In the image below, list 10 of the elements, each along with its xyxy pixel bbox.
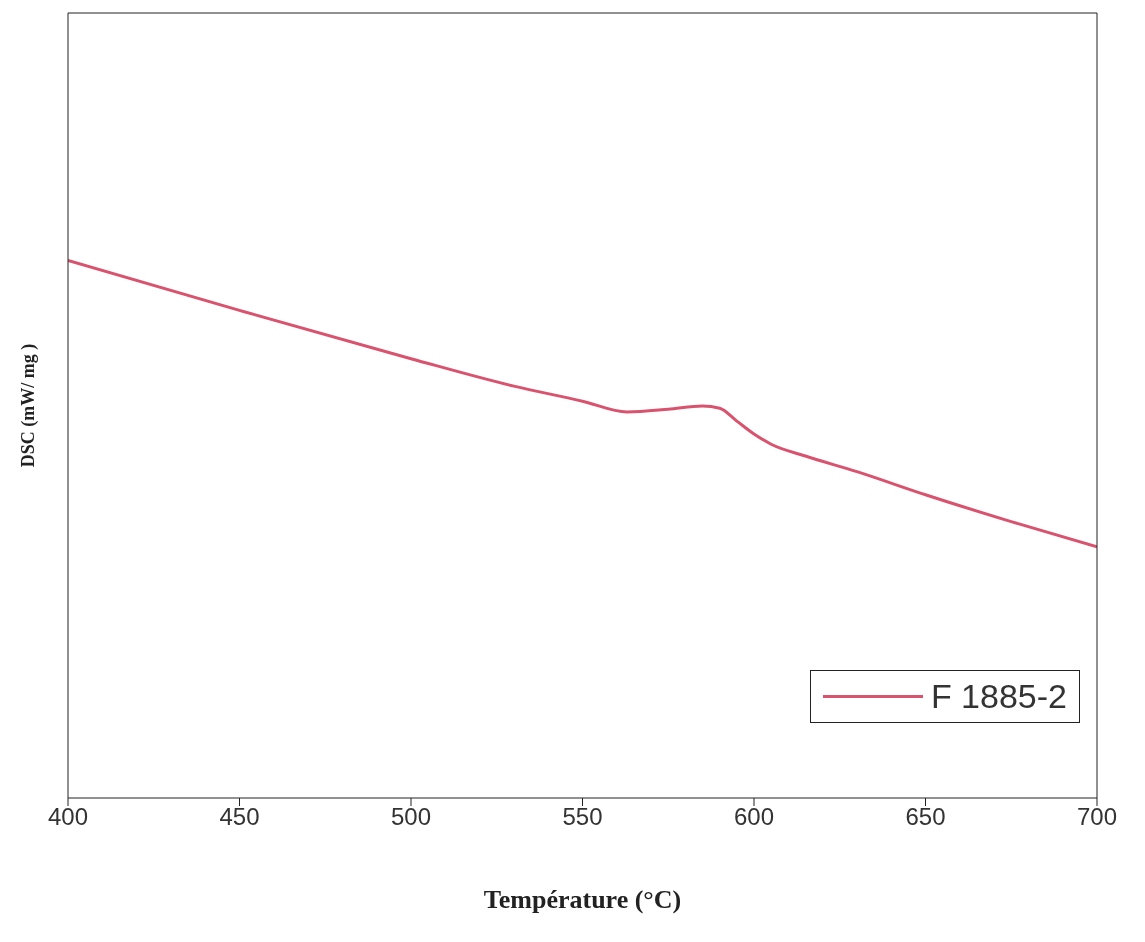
x-tick-label: 650: [905, 803, 946, 831]
x-axis-title: Température (°C): [483, 885, 682, 914]
x-tick-label: 600: [733, 803, 775, 831]
x-tick-label: 700: [1076, 803, 1118, 831]
y-axis-title: DSC (mW/ mg ): [18, 343, 40, 468]
x-tick-label: 550: [562, 803, 603, 831]
legend-label: F 1885-2: [930, 677, 1067, 716]
x-tick-label: 450: [219, 803, 260, 831]
x-tick-label: 400: [47, 803, 89, 831]
x-tick-label: 500: [390, 803, 432, 831]
